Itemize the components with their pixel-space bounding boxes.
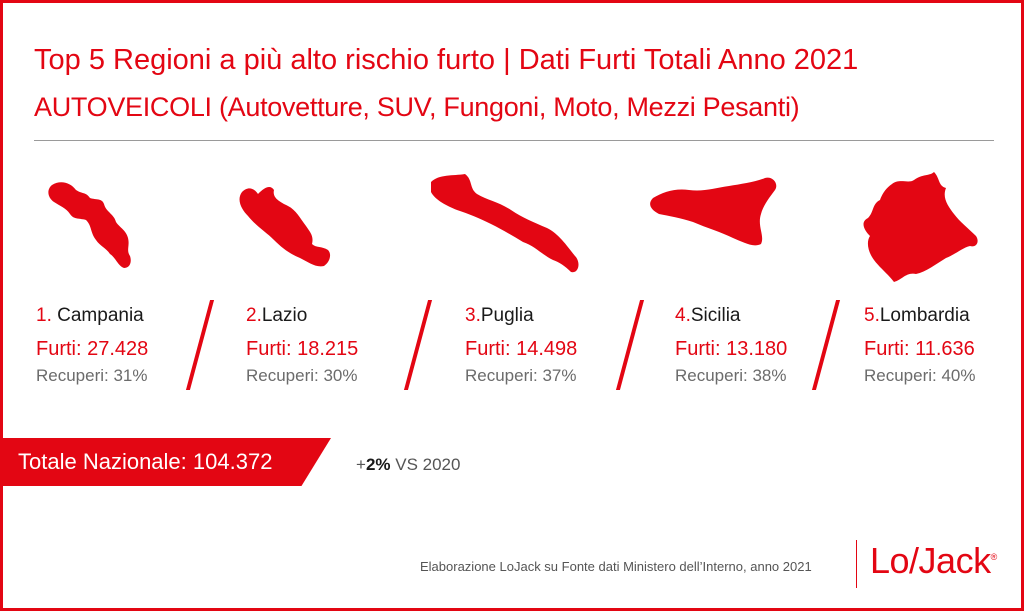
delta-sign: +	[356, 455, 366, 474]
total-value: 104.372	[192, 449, 273, 474]
region-rank: 5.	[864, 305, 880, 326]
lazio-map-icon	[230, 170, 420, 295]
lojack-logo: Lo/Jack®	[870, 540, 997, 582]
region-name: 4.Sicilia	[675, 305, 740, 327]
region-recuperi: Recuperi: 40%	[864, 366, 976, 385]
region-name: 2.Lazio	[246, 305, 307, 327]
total-banner	[3, 438, 331, 486]
campania-map-icon	[30, 170, 220, 295]
total-label: Totale Nazionale	[18, 449, 181, 474]
region-name: 1. Campania	[36, 305, 144, 327]
region-recuperi: Recuperi: 37%	[465, 366, 577, 385]
region-furti: Furti: 11.636	[864, 338, 975, 360]
region-recuperi: Recuperi: 31%	[36, 366, 148, 385]
lombardia-map-icon	[830, 170, 1020, 295]
registered-mark: ®	[990, 552, 998, 562]
region-furti: Furti: 14.498	[465, 338, 578, 360]
region-recuperi: Recuperi: 38%	[675, 366, 787, 385]
total-national: Totale Nazionale: 104.372	[18, 449, 272, 475]
region-furti: Furti: 13.180	[675, 338, 788, 360]
region-label: Lombardia	[879, 305, 970, 326]
region-rank: 2.	[246, 305, 262, 326]
region-label: Campania	[51, 305, 144, 326]
region-rank: 1.	[36, 305, 52, 326]
region-label: Puglia	[480, 305, 534, 326]
delta-text: VS 2020	[390, 455, 461, 474]
logo-text: Lo/Jack	[870, 540, 991, 581]
title-divider	[34, 140, 994, 141]
delta-value: 2%	[365, 455, 391, 474]
total-separator: :	[180, 449, 193, 474]
region-name: 5.Lombardia	[864, 305, 970, 327]
region-label: Sicilia	[690, 305, 741, 326]
region-furti: Furti: 27.428	[36, 338, 149, 360]
footer-divider	[856, 540, 857, 588]
page-subtitle: AUTOVEICOLI (Autovetture, SUV, Fungoni, …	[34, 92, 800, 122]
puglia-map-icon	[425, 170, 615, 295]
year-delta: +2% VS 2020	[356, 455, 460, 475]
region-furti: Furti: 18.215	[246, 338, 359, 360]
region-recuperi: Recuperi: 30%	[246, 366, 358, 385]
sicilia-map-icon	[645, 170, 835, 295]
region-rank: 3.	[465, 305, 481, 326]
page-title: Top 5 Regioni a più alto rischio furto |…	[34, 44, 859, 76]
source-note: Elaborazione LoJack su Fonte dati Minist…	[420, 559, 812, 574]
region-name: 3.Puglia	[465, 305, 534, 327]
region-label: Lazio	[261, 305, 308, 326]
region-rank: 4.	[675, 305, 691, 326]
